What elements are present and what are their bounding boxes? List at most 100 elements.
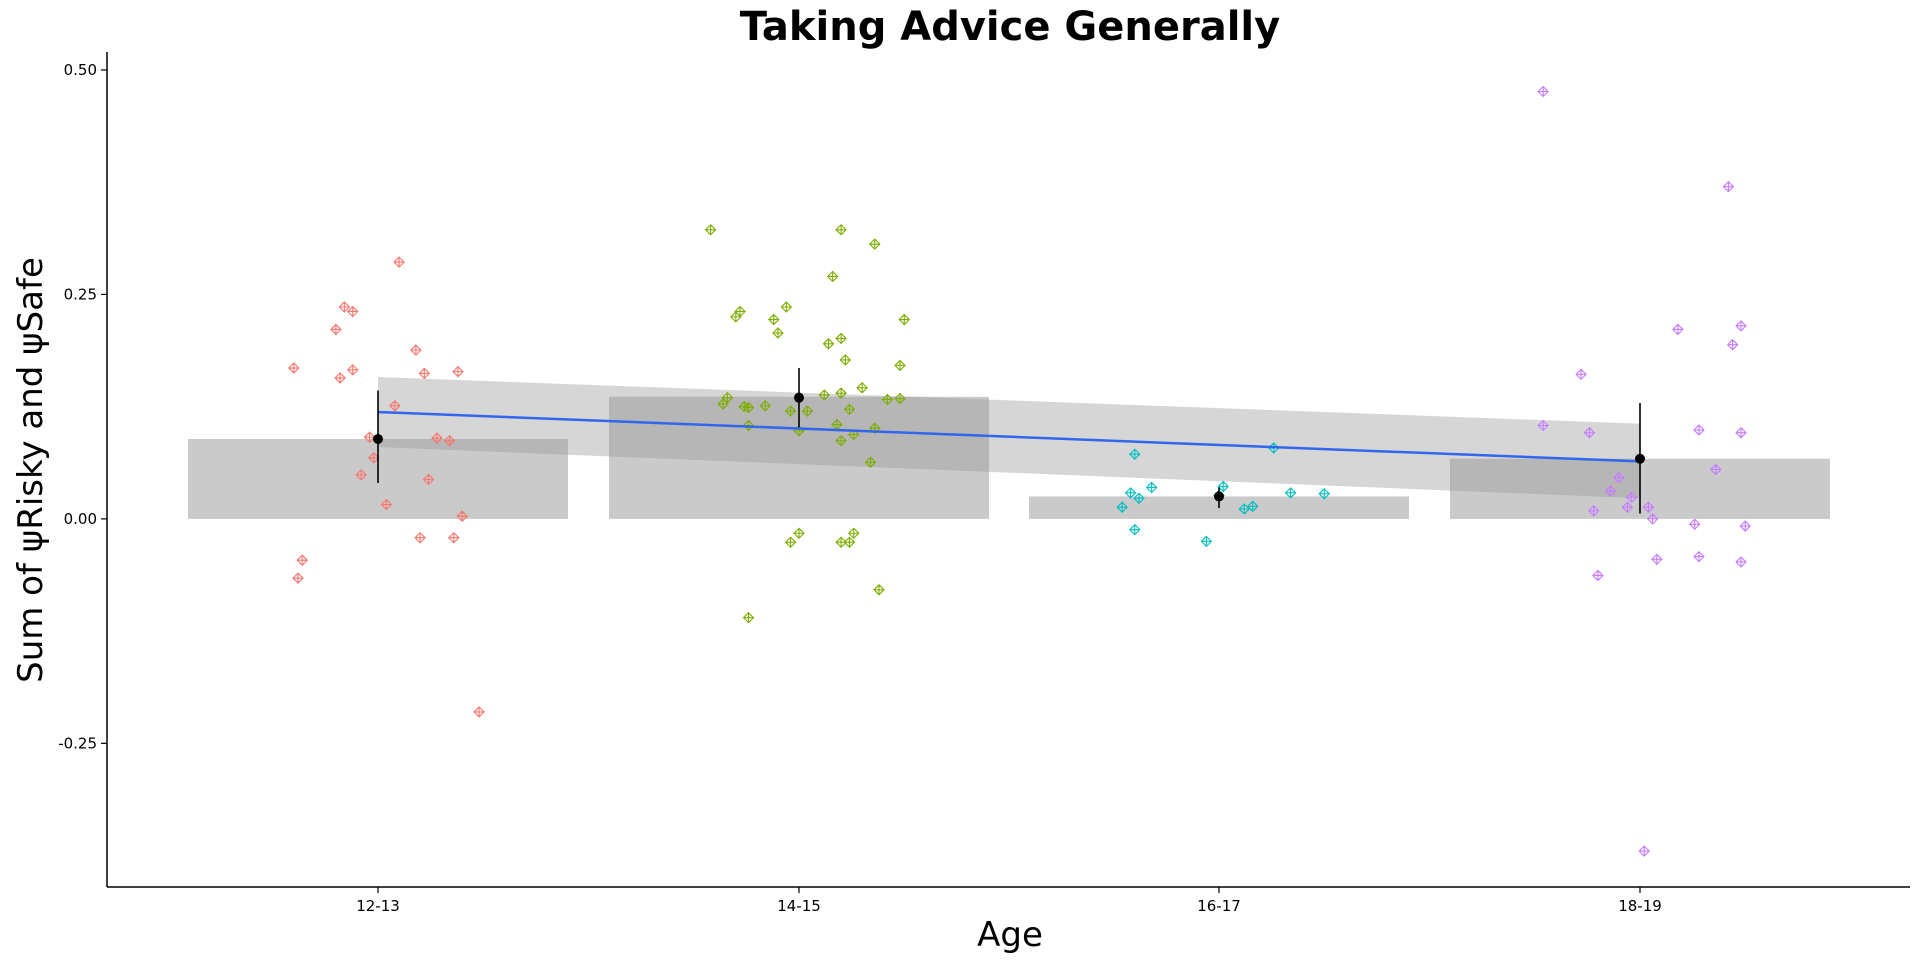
data-point-marker: [1238, 503, 1251, 515]
data-point: [389, 399, 401, 412]
data-point-marker: [1638, 845, 1650, 857]
data-point-marker: [338, 301, 351, 313]
data-point: [734, 305, 746, 318]
data-point: [1200, 535, 1213, 548]
data-point-marker: [346, 364, 359, 376]
data-point: [346, 364, 359, 376]
trend-line: [377, 410, 1641, 463]
data-point: [355, 469, 367, 481]
data-point: [473, 706, 485, 718]
data-point-marker: [418, 367, 431, 380]
data-point: [1537, 419, 1549, 432]
data-point-marker: [1642, 501, 1655, 513]
data-point-marker: [1583, 426, 1596, 439]
data-point: [456, 510, 468, 522]
data-point-marker: [1722, 180, 1735, 193]
data-point-marker: [368, 452, 380, 464]
data-point: [835, 434, 847, 447]
data-point-marker: [292, 572, 304, 584]
data-point-marker: [393, 256, 405, 268]
data-point: [1621, 501, 1634, 513]
data-point: [368, 452, 380, 464]
mean-point: [794, 392, 804, 403]
x-tick-label: 14-15: [777, 897, 821, 915]
data-point: [1693, 424, 1705, 436]
x-tick-label: 12-13: [356, 897, 400, 915]
data-point: [1318, 487, 1331, 500]
data-point: [772, 327, 784, 339]
data-point-marker: [1739, 520, 1752, 532]
data-point: [1625, 491, 1638, 504]
mean-point: [373, 433, 383, 444]
data-point: [898, 313, 911, 326]
data-point: [338, 301, 351, 313]
data-point-marker: [730, 311, 742, 323]
data-point: [864, 456, 877, 469]
data-point-marker: [1129, 448, 1141, 461]
data-point: [1735, 556, 1747, 568]
data-point: [894, 359, 906, 372]
data-point: [1583, 426, 1596, 439]
mean-point: [1214, 491, 1224, 502]
data-point: [784, 536, 797, 549]
data-point: [759, 399, 772, 412]
data-point: [1145, 481, 1158, 494]
x-axis-title: Age: [977, 915, 1043, 955]
data-point: [1246, 500, 1259, 513]
mean-point: [1635, 453, 1645, 464]
data-point-marker: [1133, 492, 1145, 505]
data-point: [380, 498, 393, 511]
data-point-marker: [422, 473, 435, 486]
data-point-marker: [389, 399, 401, 412]
data-point: [839, 354, 852, 366]
data-point: [1646, 513, 1659, 525]
y-ticks: -0.25 0.00 0.25 0.50: [58, 61, 107, 752]
data-point-marker: [742, 611, 755, 624]
data-point-marker: [759, 399, 772, 412]
data-point: [288, 362, 300, 374]
data-point-marker: [1735, 556, 1747, 568]
data-point: [780, 301, 793, 313]
data-point: [847, 527, 860, 540]
data-point-marker: [410, 344, 422, 356]
data-point: [292, 572, 304, 584]
trend-layer: [377, 410, 1641, 463]
data-point-marker: [1646, 513, 1659, 525]
data-point: [334, 372, 346, 384]
data-point-marker: [1116, 501, 1128, 513]
data-point-marker: [1246, 500, 1259, 513]
data-point-marker: [380, 498, 393, 511]
data-point: [873, 584, 885, 596]
data-point-marker: [721, 391, 734, 404]
data-point: [1739, 520, 1752, 532]
data-point: [393, 256, 405, 268]
data-point-marker: [296, 554, 308, 566]
data-point: [843, 403, 856, 416]
data-point-marker: [894, 392, 906, 405]
data-point-marker: [873, 584, 885, 596]
data-point: [448, 531, 460, 544]
means-layer: [373, 368, 1645, 514]
data-point: [1651, 553, 1663, 566]
data-point-marker: [1318, 487, 1331, 500]
data-point: [431, 432, 443, 444]
data-point: [721, 391, 734, 404]
data-point-marker: [881, 393, 894, 406]
data-point: [1722, 180, 1735, 193]
data-point: [346, 305, 359, 318]
x-ticks: 12-13 14-15 16-17 18-19: [356, 887, 1662, 915]
data-point-marker: [1621, 501, 1634, 513]
data-point: [1613, 471, 1625, 484]
data-point-marker: [414, 531, 426, 544]
data-point: [1238, 503, 1251, 515]
data-point-marker: [1129, 523, 1141, 536]
data-point-marker: [847, 527, 860, 540]
data-point-marker: [288, 362, 300, 374]
data-point: [1537, 85, 1549, 98]
data-point-marker: [835, 536, 847, 549]
data-point: [835, 332, 847, 345]
data-point-marker: [1575, 368, 1587, 381]
data-point-marker: [1592, 569, 1604, 582]
data-point: [1124, 487, 1137, 499]
data-point: [1587, 505, 1600, 517]
